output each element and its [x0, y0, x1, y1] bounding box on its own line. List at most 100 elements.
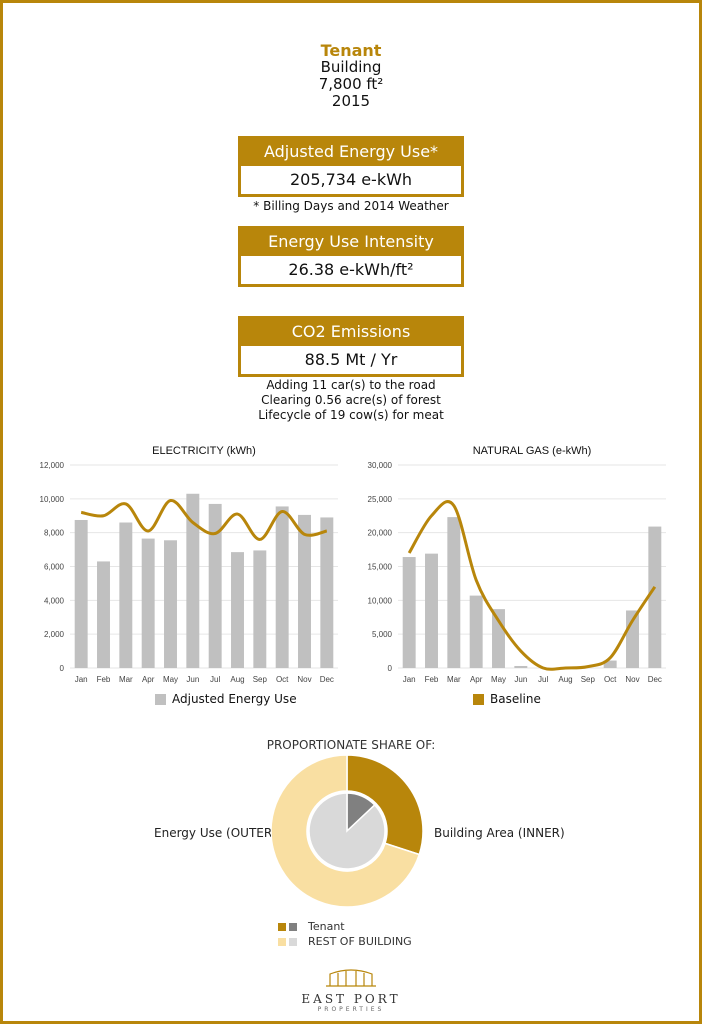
bar	[231, 552, 244, 668]
bar	[186, 493, 200, 668]
energy-use-value: 205,734 e-kWh	[241, 166, 461, 194]
bar	[164, 540, 177, 668]
building-name: Building	[320, 58, 382, 76]
intensity-card: Energy Use Intensity 26.38 e-kWh/ft²	[238, 226, 464, 287]
legend-tenant-label: Tenant	[308, 920, 345, 933]
inner-label: Building Area (INNER)	[434, 826, 565, 840]
y-tick-label: 0	[60, 664, 65, 673]
share-donut-svg	[270, 754, 424, 908]
co2-note-cars: Adding 11 car(s) to the road	[266, 378, 436, 392]
logo-subtitle: PROPERTIES	[317, 1006, 385, 1013]
legend-tenant-outer-swatch	[278, 922, 286, 931]
gas-chart: NATURAL GAS (e-kWh) 0 5,000 10,000 15,000 20,…	[348, 440, 678, 694]
gas-chart-svg: NATURAL GAS (e-kWh) 0 5,000 10,000 15,000 20,…	[368, 445, 666, 684]
legend-tenant-inner-swatch	[289, 922, 297, 931]
report-year: 2015	[331, 92, 371, 110]
bar	[469, 595, 483, 668]
bar	[253, 550, 267, 668]
bar	[97, 561, 110, 668]
legend-rest-outer-swatch	[278, 937, 286, 946]
y-tick-label: 20,000	[368, 529, 393, 538]
outer-label: Energy Use (OUTER)	[154, 826, 277, 840]
x-tick-label: Jan	[75, 675, 88, 684]
x-tick-label: Aug	[230, 675, 244, 684]
co2-note-cows: Lifecycle of 19 cow(s) for meat	[258, 408, 444, 422]
legend-rest-inner-swatch	[289, 937, 297, 946]
inner-slice-rest	[308, 792, 386, 870]
co2-value: 88.5 Mt / Yr	[241, 346, 461, 374]
y-tick-label: 2,000	[44, 630, 65, 639]
bar	[298, 514, 311, 668]
co2-note-forest: Clearing 0.56 acre(s) of forest	[261, 393, 441, 407]
bar	[119, 522, 133, 668]
bar	[648, 526, 662, 668]
legend-baseline-swatch	[473, 693, 484, 705]
outer-slice-tenant	[346, 754, 424, 856]
legend-rest-label: REST OF BUILDING	[308, 935, 412, 948]
baseline-line	[407, 500, 657, 671]
legend-tenant: Tenant	[278, 920, 345, 933]
x-tick-label: Oct	[604, 675, 617, 684]
x-tick-label: Feb	[425, 675, 439, 684]
energy-use-card: Adjusted Energy Use* 205,734 e-kWh	[238, 136, 464, 197]
x-tick-label: Jul	[210, 675, 220, 684]
x-tick-label: Jun	[186, 675, 199, 684]
east-port-logo: EAST PORT PROPERTIES	[0, 966, 702, 1013]
x-tick-label: Sep	[253, 675, 268, 684]
x-tick-label: Nov	[625, 675, 639, 684]
x-tick-label: Oct	[276, 675, 289, 684]
x-tick-label: Dec	[648, 675, 662, 684]
bar	[275, 506, 289, 668]
x-tick-label: Mar	[119, 675, 133, 684]
bar	[208, 503, 222, 668]
share-title: PROPORTIONATE SHARE OF:	[266, 738, 436, 752]
x-tick-label: Aug	[558, 675, 572, 684]
bar	[402, 557, 416, 668]
electricity-chart: ELECTRICITY (kWh) 0 2,000 4,000 6,000 8,000 10…	[20, 440, 350, 694]
bar	[447, 517, 461, 668]
x-tick-label: Feb	[97, 675, 111, 684]
y-tick-label: 8,000	[44, 529, 65, 538]
x-tick-label: Jul	[538, 675, 548, 684]
legend-rest: REST OF BUILDING	[278, 935, 412, 948]
x-tick-label: Jun	[514, 675, 527, 684]
bar	[320, 517, 334, 668]
y-tick-label: 10,000	[40, 495, 65, 504]
x-tick-label: Apr	[142, 675, 155, 684]
share-donut	[270, 754, 424, 911]
building-icon	[326, 969, 376, 987]
y-tick-label: 6,000	[44, 563, 65, 572]
y-tick-label: 15,000	[368, 563, 393, 572]
y-tick-label: 10,000	[368, 596, 393, 605]
energy-use-note: * Billing Days and 2014 Weather	[253, 199, 449, 213]
co2-card: CO2 Emissions 88.5 Mt / Yr	[238, 316, 464, 377]
x-tick-label: Sep	[581, 675, 596, 684]
intensity-title: Energy Use Intensity	[268, 232, 434, 251]
bar	[514, 665, 528, 668]
y-tick-label: 4,000	[44, 596, 65, 605]
legend-adjusted: Adjusted Energy Use	[155, 692, 297, 706]
x-tick-label: Dec	[320, 675, 334, 684]
y-tick-label: 30,000	[368, 461, 393, 470]
energy-use-title: Adjusted Energy Use*	[263, 142, 439, 161]
y-tick-label: 0	[388, 664, 393, 673]
chart-title: ELECTRICITY (kWh)	[152, 445, 256, 457]
legend-baseline-label: Baseline	[490, 692, 541, 706]
tenant-name: Tenant	[320, 41, 382, 60]
outer-slice-rest	[270, 754, 421, 908]
x-tick-label: May	[491, 675, 506, 684]
y-tick-label: 25,000	[368, 495, 393, 504]
bar	[425, 553, 438, 668]
bar	[74, 519, 88, 668]
co2-equivalents: Adding 11 car(s) to the road Clearing 0.…	[0, 378, 702, 423]
x-tick-label: May	[163, 675, 178, 684]
logo-name: EAST PORT	[301, 992, 401, 1006]
bar	[603, 660, 617, 668]
building-area: 7,800 ft²	[318, 75, 384, 93]
baseline-line	[80, 499, 328, 541]
co2-title: CO2 Emissions	[291, 322, 411, 341]
legend-adjusted-label: Adjusted Energy Use	[172, 692, 297, 706]
intensity-value: 26.38 e-kWh/ft²	[241, 256, 461, 284]
x-tick-label: Apr	[470, 675, 483, 684]
